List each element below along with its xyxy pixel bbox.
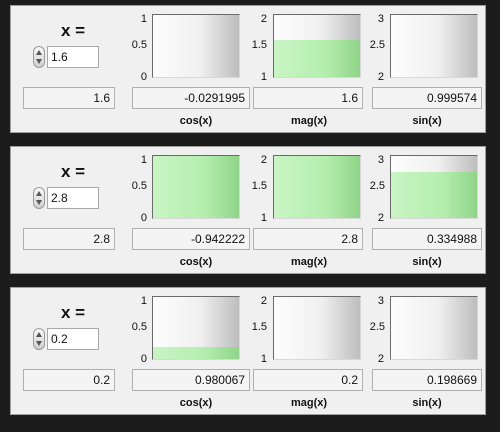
mag-tick-bottom: 1 (260, 71, 267, 83)
mag-tick-top: 2 (260, 295, 267, 307)
cos-label: cos(x) (179, 256, 213, 268)
sin-gauge (390, 296, 478, 360)
sin-label: sin(x) (412, 115, 442, 127)
sin-gauge-fill (391, 171, 477, 218)
sin-value: 0.198669 (372, 369, 482, 391)
mag-value: 1.6 (253, 87, 363, 109)
mag-gauge-fill (274, 39, 360, 77)
sin-label: sin(x) (412, 256, 442, 268)
x-spinner[interactable] (33, 187, 45, 209)
sin-value: 0.334988 (372, 228, 482, 250)
cos-tick-bottom: 0 (140, 353, 147, 365)
sin-tick-bottom: 2 (377, 212, 384, 224)
x-label: x = (61, 303, 86, 322)
cos-gauge (152, 14, 240, 78)
cos-tick-mid: 0.5 (131, 321, 147, 333)
mag-tick-mid: 1.5 (251, 180, 267, 192)
increment-arrow-icon[interactable] (36, 191, 42, 196)
mag-tick-mid: 1.5 (251, 321, 267, 333)
panel-1: x = 1.6 1.6 1 0.5 0 -0.0291995 cos(x) 2 … (10, 5, 486, 133)
cos-gauge (152, 296, 240, 360)
x-spinner[interactable] (33, 46, 45, 68)
sin-value: 0.999574 (372, 87, 482, 109)
mag-gauge (273, 155, 361, 219)
x-label: x = (61, 21, 86, 40)
x-label: x = (61, 162, 86, 181)
sin-tick-top: 3 (377, 295, 384, 307)
cos-gauge-fill (153, 346, 239, 359)
cos-tick-top: 1 (140, 13, 147, 25)
x-input[interactable]: 2.8 (47, 187, 99, 209)
cos-value: -0.0291995 (132, 87, 250, 109)
x-indicator: 1.6 (23, 87, 115, 109)
mag-gauge (273, 296, 361, 360)
mag-value: 2.8 (253, 228, 363, 250)
cos-tick-mid: 0.5 (131, 39, 147, 51)
cos-gauge (152, 155, 240, 219)
sin-gauge (390, 155, 478, 219)
increment-arrow-icon[interactable] (36, 50, 42, 55)
cos-tick-bottom: 0 (140, 212, 147, 224)
sin-tick-top: 3 (377, 154, 384, 166)
decrement-arrow-icon[interactable] (36, 200, 42, 205)
cos-tick-top: 1 (140, 295, 147, 307)
cos-gauge-fill (153, 156, 239, 218)
x-input[interactable]: 1.6 (47, 46, 99, 68)
x-spinner[interactable] (33, 328, 45, 350)
cos-tick-mid: 0.5 (131, 180, 147, 192)
mag-label: mag(x) (290, 115, 328, 127)
sin-tick-top: 3 (377, 13, 384, 25)
cos-label: cos(x) (179, 115, 213, 127)
mag-tick-top: 2 (260, 154, 267, 166)
mag-tick-bottom: 1 (260, 212, 267, 224)
panel-2: x = 2.8 2.8 1 0.5 0 -0.942222 cos(x) 2 1… (10, 146, 486, 274)
x-indicator: 0.2 (23, 369, 115, 391)
decrement-arrow-icon[interactable] (36, 59, 42, 64)
panel-3: x = 0.2 0.2 1 0.5 0 0.980067 cos(x) 2 1.… (10, 287, 486, 415)
sin-tick-mid: 2.5 (369, 180, 385, 192)
cos-label: cos(x) (179, 397, 213, 409)
mag-tick-bottom: 1 (260, 353, 267, 365)
mag-gauge (273, 14, 361, 78)
sin-tick-mid: 2.5 (369, 39, 385, 51)
sin-tick-bottom: 2 (377, 71, 384, 83)
cos-tick-bottom: 0 (140, 71, 147, 83)
mag-value: 0.2 (253, 369, 363, 391)
sin-tick-bottom: 2 (377, 353, 384, 365)
increment-arrow-icon[interactable] (36, 332, 42, 337)
decrement-arrow-icon[interactable] (36, 341, 42, 346)
cos-value: 0.980067 (132, 369, 250, 391)
cos-tick-top: 1 (140, 154, 147, 166)
cos-value: -0.942222 (132, 228, 250, 250)
mag-label: mag(x) (290, 397, 328, 409)
sin-gauge (390, 14, 478, 78)
mag-label: mag(x) (290, 256, 328, 268)
mag-tick-mid: 1.5 (251, 39, 267, 51)
x-indicator: 2.8 (23, 228, 115, 250)
sin-label: sin(x) (412, 397, 442, 409)
mag-gauge-fill (274, 156, 360, 218)
x-input[interactable]: 0.2 (47, 328, 99, 350)
mag-tick-top: 2 (260, 13, 267, 25)
sin-tick-mid: 2.5 (369, 321, 385, 333)
